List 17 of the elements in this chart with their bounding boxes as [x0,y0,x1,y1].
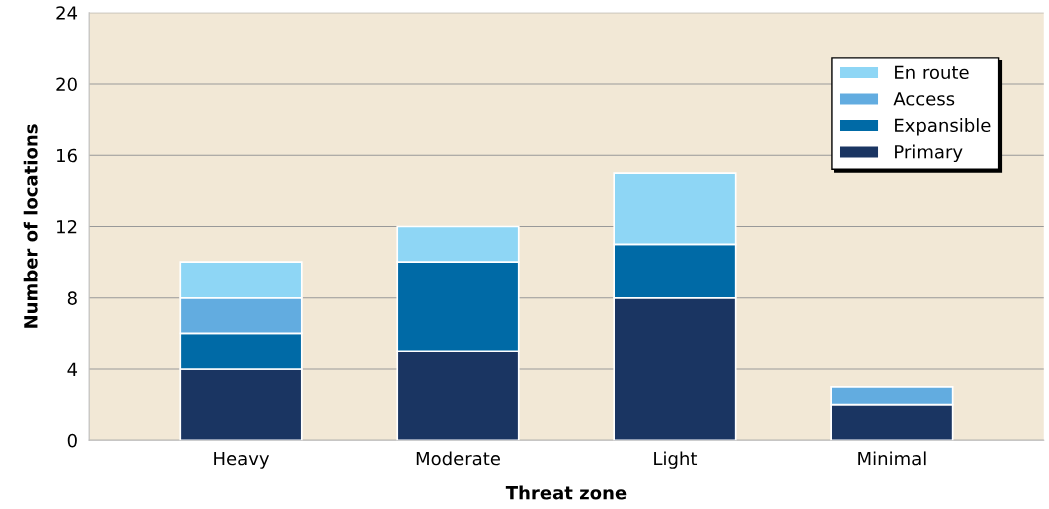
y-tick-label: 24 [56,6,78,20]
y-axis-title: Number of locations [23,124,38,328]
x-tick-label: Minimal [858,451,926,466]
y-tick-label: 8 [67,291,77,305]
y-tick-label: 4 [67,362,78,376]
x-axis-title: Threat zone [505,485,627,500]
x-tick-label: Heavy [214,451,270,469]
legend-label: Expansible [895,118,991,136]
y-tick-label: 0 [67,433,77,448]
legend-label: Access [893,92,955,106]
x-tick-label: Moderate [416,451,500,466]
y-tick-label: 20 [56,77,77,92]
legend-label: Primary [895,144,963,163]
x-tick-label: Light [654,451,698,469]
y-tick-label: 12 [57,219,77,234]
legend-label: En route [895,65,969,80]
y-tick-label: 16 [57,148,77,163]
